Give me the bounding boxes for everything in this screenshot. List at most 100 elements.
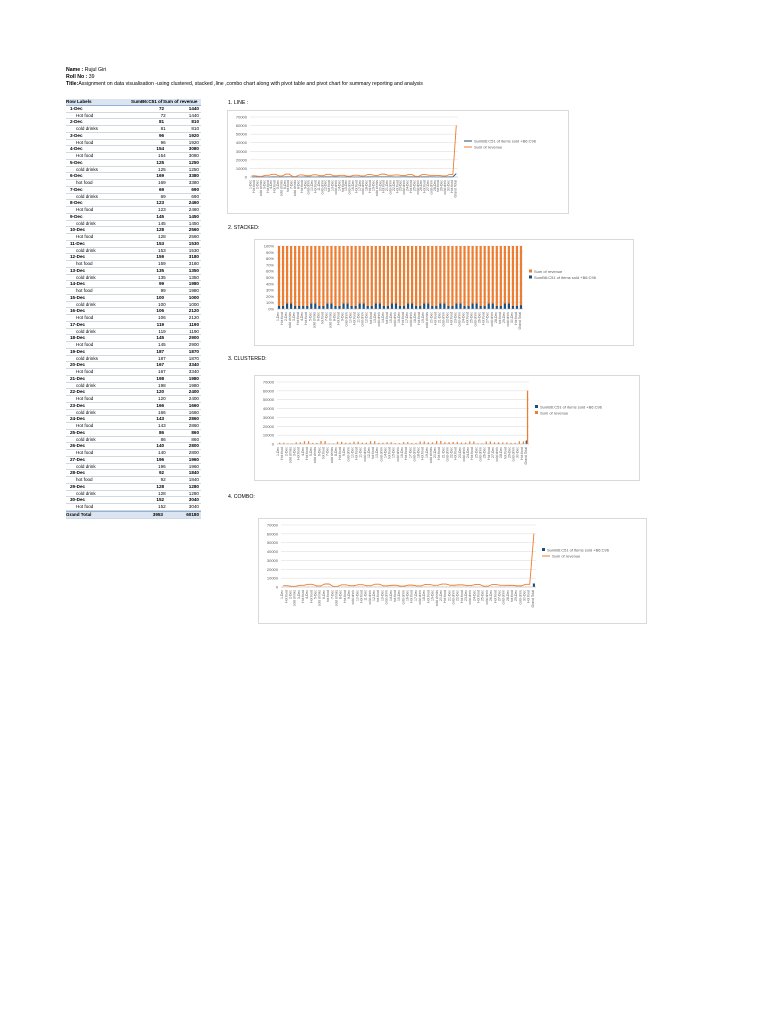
bar-revenue: [479, 246, 482, 306]
x-tick-label: cold drink: [361, 312, 365, 327]
row-revenue: 1190: [189, 321, 199, 327]
total-sold: 3953: [152, 511, 163, 517]
pivot-date-row[interactable]: 19-Dec 187 1870: [66, 349, 201, 356]
x-tick-label: 14-Dec: [381, 312, 385, 323]
pivot-item-row: cold drinks 187 1870: [66, 356, 201, 363]
x-tick-label: 12-Dec: [367, 447, 371, 458]
bar-revenue: [415, 442, 417, 444]
bar-revenue: [502, 442, 504, 444]
legend-label: Sum of revenue: [552, 554, 581, 559]
pivot-date-row[interactable]: 26-Dec 140 2800: [66, 443, 201, 450]
bar-revenue: [390, 442, 392, 444]
x-tick-label: Hot food: [421, 447, 425, 460]
bar-sold: [463, 306, 466, 309]
pivot-date-row[interactable]: 27-Dec 196 1960: [66, 457, 201, 464]
row-label: 4-Dec: [70, 146, 83, 152]
pivot-date-row[interactable]: 29-Dec 128 1280: [66, 484, 201, 491]
x-tick-label: 2-Dec: [284, 312, 288, 321]
pivot-date-row[interactable]: 23-Dec 166 1660: [66, 403, 201, 410]
clustered-chart[interactable]: 0 10000 20000 30000 40000 50000 60000 70000 1-De…: [254, 375, 640, 481]
header-row-labels[interactable]: Row Labels: [66, 99, 92, 104]
x-tick-label: 13-Dec: [375, 447, 379, 458]
pivot-item-row: hot food 169 3380: [66, 180, 201, 187]
x-tick-label: cold drink: [393, 312, 397, 327]
row-revenue: 1280: [188, 483, 199, 489]
row-label: cold drink: [76, 436, 96, 442]
row-revenue: 860: [191, 429, 199, 435]
row-revenue: 3040: [188, 497, 199, 503]
row-revenue: 2800: [188, 443, 199, 449]
pivot-date-row[interactable]: 15-Dec 100 1000: [66, 295, 201, 302]
row-revenue: 1840: [188, 477, 199, 482]
x-tick-label: 24-Dec: [462, 312, 466, 323]
bar-sold: [459, 303, 462, 309]
row-sold: 167: [158, 369, 166, 374]
pivot-date-row[interactable]: 12-Dec 159 3180: [66, 254, 201, 261]
x-tick-label: cold drink: [457, 312, 461, 327]
pivot-date-row[interactable]: 10-Dec 128 2560: [66, 227, 201, 234]
row-label: 26-Dec: [70, 443, 86, 449]
x-tick-label: 18-Dec: [365, 180, 369, 191]
bar-sold: [471, 303, 474, 309]
pivot-date-row[interactable]: 6-Dec 169 3380: [66, 173, 201, 180]
x-tick-label: hot food: [503, 447, 507, 459]
x-tick-label: Hot food: [305, 447, 309, 460]
bar-revenue: [398, 443, 401, 444]
bar-revenue: [386, 442, 388, 444]
pivot-date-row[interactable]: 28-Dec 92 1840: [66, 470, 201, 477]
stacked-chart[interactable]: 0% 10% 20% 30% 40% 50% 60% 70% 80% 90% 100% 1-Dec Ho…: [254, 239, 634, 346]
pivot-date-row[interactable]: 9-Dec 145 1450: [66, 214, 201, 221]
pivot-date-row[interactable]: 7-Dec 69 690: [66, 187, 201, 194]
row-sold: 69: [160, 193, 166, 199]
x-tick-label: hot food: [371, 447, 375, 459]
pivot-date-row[interactable]: 18-Dec 145 2900: [66, 335, 201, 342]
bar-revenue: [411, 442, 413, 444]
pivot-date-row[interactable]: 21-Dec 198 1980: [66, 376, 201, 383]
x-tick-label: 18-Dec: [422, 590, 426, 601]
x-tick-label: Hot food: [280, 312, 284, 325]
row-revenue: 1920: [188, 132, 199, 138]
row-sold: 154: [158, 153, 166, 158]
x-tick-label: 19-Dec: [421, 312, 425, 323]
pivot-date-row[interactable]: 3-Dec 96 1920: [66, 133, 201, 140]
pivot-date-row[interactable]: 2-Dec 81 810: [66, 119, 201, 126]
row-sold: 120: [158, 396, 166, 401]
line-chart[interactable]: 0 10000 20000 30000 40000 50000 60000 70000 1-De…: [227, 110, 569, 214]
bar-revenue: [338, 246, 341, 306]
row-label: Hot food: [76, 207, 94, 212]
roll-value: 39: [88, 74, 95, 80]
x-tick-label: 16-Dec: [400, 447, 404, 458]
pivot-date-row[interactable]: 24-Dec 143 2860: [66, 416, 201, 423]
row-sold: 125: [156, 159, 165, 165]
row-sold: 135: [158, 274, 166, 280]
pivot-date-row[interactable]: 14-Dec 99 1980: [66, 281, 201, 288]
pivot-date-row[interactable]: 20-Dec 167 3340: [66, 362, 201, 369]
bar-revenue: [447, 246, 450, 306]
bar-revenue: [283, 442, 285, 444]
row-label: 29-Dec: [70, 483, 86, 489]
header-items-sold: SumB6:C51 of iter: [131, 99, 163, 104]
pivot-date-row[interactable]: 25-Dec 86 860: [66, 430, 201, 437]
pivot-date-row[interactable]: 30-Dec 152 3040: [66, 497, 201, 504]
combo-chart[interactable]: 0 10000 20000 30000 40000 50000 60000 70000 1-De…: [258, 518, 647, 624]
pivot-date-row[interactable]: 5-Dec 125 1250: [66, 160, 201, 167]
pivot-date-row[interactable]: 17-Dec 119 1190: [66, 322, 201, 329]
pivot-date-row[interactable]: 11-Dec 153 1530: [66, 241, 201, 248]
chart-title-clustered: 3. CLUSTERED:: [228, 356, 267, 362]
pivot-date-row[interactable]: 4-Dec 154 3080: [66, 146, 201, 153]
pivot-date-row[interactable]: 8-Dec 123 2460: [66, 200, 201, 207]
row-label: 16-Dec: [70, 308, 86, 314]
x-tick-label: 17-Dec: [358, 180, 362, 191]
pivot-date-row[interactable]: 16-Dec 106 2120: [66, 308, 201, 315]
pivot-date-row[interactable]: 22-Dec 120 2400: [66, 389, 201, 396]
row-label: 12-Dec: [70, 254, 86, 260]
bar-revenue: [419, 441, 421, 444]
bar-sold: [290, 303, 293, 309]
row-label: cold drink: [76, 409, 96, 415]
x-tick-label: cold drinks: [288, 312, 292, 329]
y-tick-label: 70%: [266, 262, 274, 267]
bar-revenue: [378, 246, 381, 304]
row-sold: 106: [158, 315, 166, 320]
pivot-date-row[interactable]: 13-Dec 135 1350: [66, 268, 201, 275]
pivot-date-row[interactable]: 1-Dec 72 1440: [66, 106, 201, 113]
